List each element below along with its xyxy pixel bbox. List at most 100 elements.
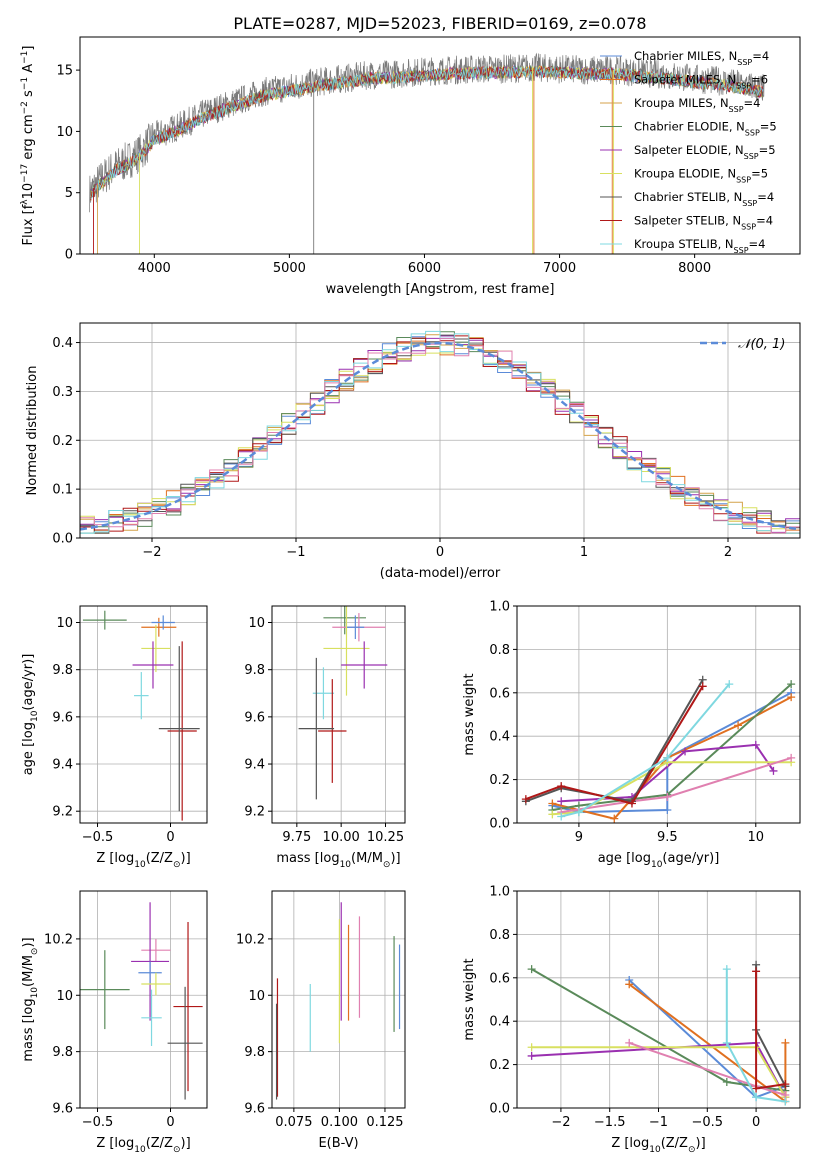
y-axis-label-part: Flux [f — [21, 204, 36, 245]
x-tick-label: 6000 — [408, 261, 441, 276]
series-line-chabrier_stelib — [525, 679, 704, 803]
y-tick-label: 10 — [56, 125, 73, 140]
x-tick-label: 0 — [436, 545, 444, 560]
point-marker — [751, 740, 760, 749]
x-axis-label: mass [log10(M/M⊙)] — [276, 851, 400, 870]
legend-label: Salpeter MILES, NSSP=6 — [634, 73, 768, 91]
y-tick-label: 0.8 — [489, 928, 510, 943]
y-axis-label-part: A — [21, 64, 36, 77]
y-tick-label: 5 — [65, 186, 73, 201]
x-tick-label: 10.25 — [367, 830, 404, 845]
legend-label: Kroupa MILES, NSSP=4 — [634, 96, 760, 114]
y-tick-label: 10 — [248, 989, 265, 1004]
figure-title: PLATE=0287, MJD=52023, FIBERID=0169, z=0… — [233, 14, 646, 33]
x-axis-label-part: Z [log — [611, 1136, 649, 1151]
y-tick-label: 0.4 — [489, 730, 510, 745]
x-axis-label-part: ⊙ — [688, 1145, 696, 1155]
x-tick-label: −1 — [286, 545, 305, 560]
legend-label-main: Chabrier MILES, N — [634, 49, 737, 63]
y-tick-label: 10 — [56, 616, 73, 631]
y-axis-label-part: −1 — [20, 77, 30, 90]
x-axis-label-part: ⊙ — [383, 860, 391, 870]
x-tick-label: 0 — [166, 1115, 174, 1130]
legend-label-tail: =4 — [757, 190, 774, 204]
point-marker — [625, 1038, 634, 1047]
x-tick-label: −0.5 — [692, 1115, 724, 1130]
y-axis-label: mass weight — [462, 673, 477, 755]
x-tick-label: −1 — [649, 1115, 668, 1130]
axes: −2 −1.5 −1 −0.5 0 0.0 0.2 0.4 0.6 0.8 1.0 Z [log10(… — [462, 885, 801, 1155]
x-tick-label: 4000 — [138, 261, 171, 276]
legend-label-sub: SSP — [734, 246, 749, 255]
y-tick-label: 0.4 — [52, 336, 73, 351]
y-tick-label: 0.8 — [489, 643, 510, 658]
x-tick-label: 0.075 — [275, 1115, 312, 1130]
model-spectrum-kroupa_stelib — [90, 65, 764, 199]
x-axis-label-part: ⊙ — [173, 1145, 181, 1155]
y-tick-label: 0 — [65, 248, 73, 263]
legend-label: Chabrier STELIB, NSSP=4 — [634, 190, 774, 208]
point-marker — [557, 797, 566, 806]
y-tick-label: 9.6 — [52, 710, 73, 725]
legend-label-main: Kroupa ELODIE, N — [634, 167, 736, 181]
x-tick-label: 8000 — [678, 261, 711, 276]
x-axis-label: Z [log10(Z/Z⊙)] — [96, 851, 190, 870]
x-axis-label-part: )] — [181, 851, 191, 866]
legend-label: Kroupa ELODIE, NSSP=5 — [634, 167, 768, 185]
plot-area — [82, 610, 200, 821]
axes-frame — [516, 605, 801, 824]
x-axis-label-part: (age/yr)] — [662, 851, 719, 866]
y-axis-label-part: erg cm — [21, 114, 36, 163]
point-marker — [610, 814, 619, 823]
legend-label: Kroupa STELIB, NSSP=4 — [634, 237, 765, 255]
y-tick-label: 9.8 — [52, 1045, 73, 1060]
point-marker — [663, 805, 672, 814]
x-axis-label: wavelength [Angstrom, rest frame] — [326, 282, 555, 297]
y-tick-label: 9.2 — [244, 805, 265, 820]
point-marker — [787, 753, 796, 762]
legend-label-tail: =4 — [749, 237, 766, 251]
x-axis-label-part: 10 — [651, 860, 663, 870]
x-axis-label-part: ⊙ — [173, 860, 181, 870]
y-tick-label: 1.0 — [489, 600, 510, 615]
y-axis-label-part: (M/M — [21, 955, 36, 987]
x-tick-label: −1.5 — [594, 1115, 626, 1130]
point-marker — [752, 1084, 761, 1093]
y-tick-label: 0.1 — [52, 483, 73, 498]
residual-histogram-panel: −2 −1 0 1 2 0.0 0.1 0.2 0.3 0.4 (data-model)/error… — [25, 322, 801, 581]
x-tick-label: 10 — [748, 830, 765, 845]
y-tick-label: 10 — [248, 616, 265, 631]
plot-area — [80, 330, 800, 534]
x-tick-label: 9.5 — [657, 830, 678, 845]
y-tick-label: 0.3 — [52, 385, 73, 400]
y-axis-label-part: ⊙ — [30, 948, 40, 956]
x-tick-label: −0.5 — [82, 1115, 114, 1130]
plot-area — [298, 606, 388, 800]
x-axis-label-part: 10 — [340, 860, 352, 870]
histogram-step-kroupa_elodie — [80, 344, 800, 534]
y-axis-label-part: −2 — [20, 101, 30, 114]
point-marker — [722, 1077, 731, 1086]
y-axis-label: mass weight — [462, 958, 477, 1040]
x-axis-label-part: )] — [696, 1136, 706, 1151]
x-tick-label: −2 — [142, 545, 161, 560]
y-tick-label: 9.8 — [244, 663, 265, 678]
x-tick-label: 9 — [575, 830, 583, 845]
x-axis-label-part: 10 — [134, 860, 146, 870]
x-tick-label: 5000 — [273, 261, 306, 276]
x-tick-label: 0.100 — [321, 1115, 358, 1130]
legend-label-sub: SSP — [736, 81, 751, 90]
legend-label-main: Salpeter STELIB, N — [634, 214, 741, 228]
y-axis-label-part: −17 — [20, 164, 30, 183]
legend-label: Salpeter ELODIE, NSSP=5 — [634, 143, 776, 161]
point-marker — [787, 693, 796, 702]
axes: 4000 5000 6000 7000 8000 0 5 10 15 wavelength [An… — [20, 36, 801, 297]
y-axis-label-part: (age/yr)] — [21, 654, 36, 711]
